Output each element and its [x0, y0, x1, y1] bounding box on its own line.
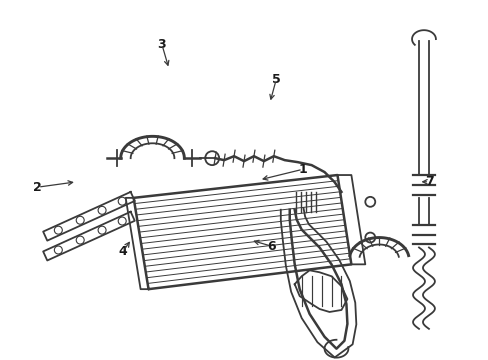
Text: 2: 2 [33, 181, 42, 194]
Text: 1: 1 [298, 163, 306, 176]
Text: 7: 7 [424, 175, 433, 188]
Text: 5: 5 [271, 73, 280, 86]
Text: 6: 6 [266, 240, 275, 253]
Text: 3: 3 [157, 38, 166, 51]
Text: 4: 4 [118, 245, 127, 258]
